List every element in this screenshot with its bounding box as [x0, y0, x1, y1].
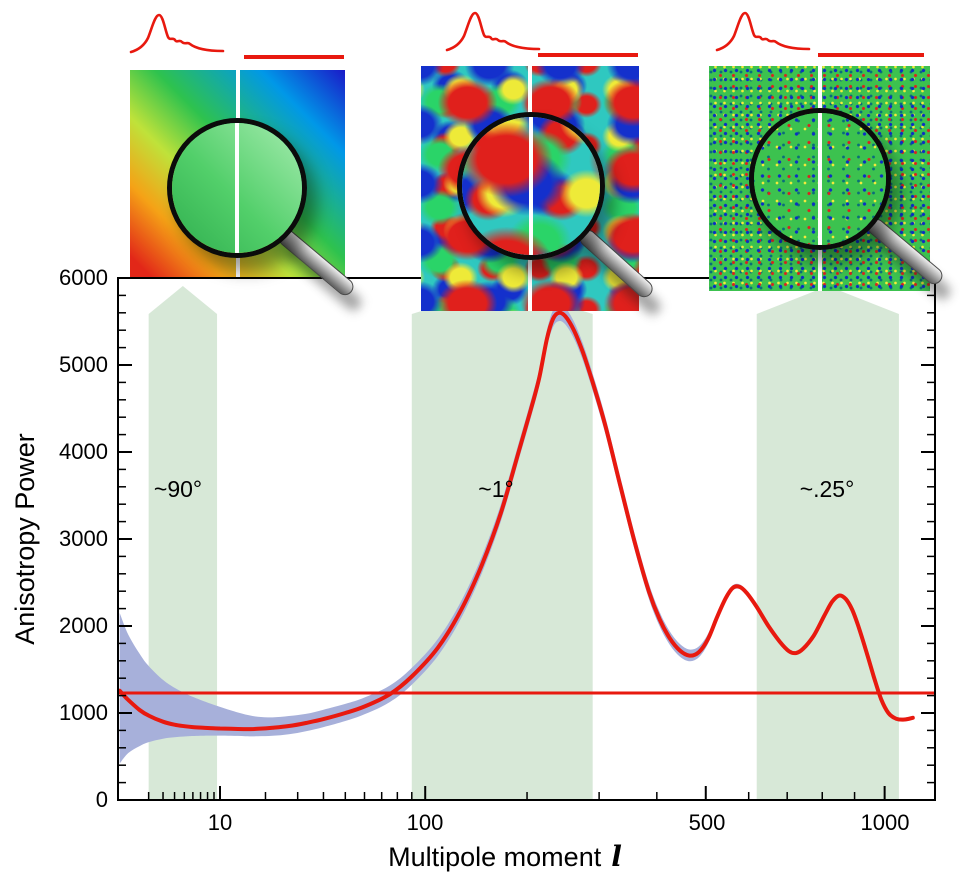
lens-divider-line [235, 123, 239, 253]
uncertainty-band [119, 304, 913, 764]
spectrum-squiggle-icon [129, 13, 225, 54]
lens-divider-line [529, 117, 533, 255]
y-tick-label-6000: 6000 [59, 265, 108, 290]
x-axis-title-text: Multipole moment [388, 842, 602, 872]
sky-map-panel-1deg [421, 66, 664, 318]
angle-label-quarter: ~.25° [800, 476, 855, 502]
magnifier-lens [749, 108, 891, 250]
series-layer [117, 304, 935, 764]
angle-label-1deg: ~1° [478, 476, 513, 502]
spectrum-squiggle-icon [445, 11, 541, 52]
y-tick-label-5000: 5000 [59, 352, 108, 377]
y-tick-label-1000: 1000 [59, 700, 108, 725]
scale-bar [538, 53, 638, 57]
angle-label-90deg: ~90° [154, 476, 202, 502]
labels-layer: 0 1000 2000 3000 4000 5000 6000 10 100 5… [10, 265, 909, 873]
y-tick-label-0: 0 [96, 787, 108, 812]
sky-map-panel-90deg [130, 70, 365, 314]
x-tick-label-10: 10 [208, 810, 232, 835]
angle-bands-layer [148, 286, 899, 800]
angle-band [756, 286, 899, 800]
magnifier-lens [167, 118, 307, 258]
scale-bar [818, 53, 924, 57]
y-tick-label-4000: 4000 [59, 439, 108, 464]
x-axis-title: Multipole moment l [388, 840, 622, 873]
x-tick-label-100: 100 [407, 810, 444, 835]
multipole-symbol: l [611, 840, 622, 873]
y-axis-title: Anisotropy Power [10, 433, 40, 645]
angle-band [148, 286, 218, 800]
x-tick-label-1000: 1000 [861, 810, 910, 835]
spectrum-curve [117, 310, 915, 732]
spectrum-squiggle-icon [715, 11, 811, 52]
y-tick-label-3000: 3000 [59, 526, 108, 551]
x-tick-label-500: 500 [689, 810, 726, 835]
angle-band [411, 286, 593, 800]
magnifier-lens [457, 112, 605, 260]
sky-map-panel-quarter-deg [709, 66, 954, 303]
lens-divider-line [818, 113, 822, 245]
y-tick-label-2000: 2000 [59, 613, 108, 638]
scale-bar [244, 55, 344, 59]
